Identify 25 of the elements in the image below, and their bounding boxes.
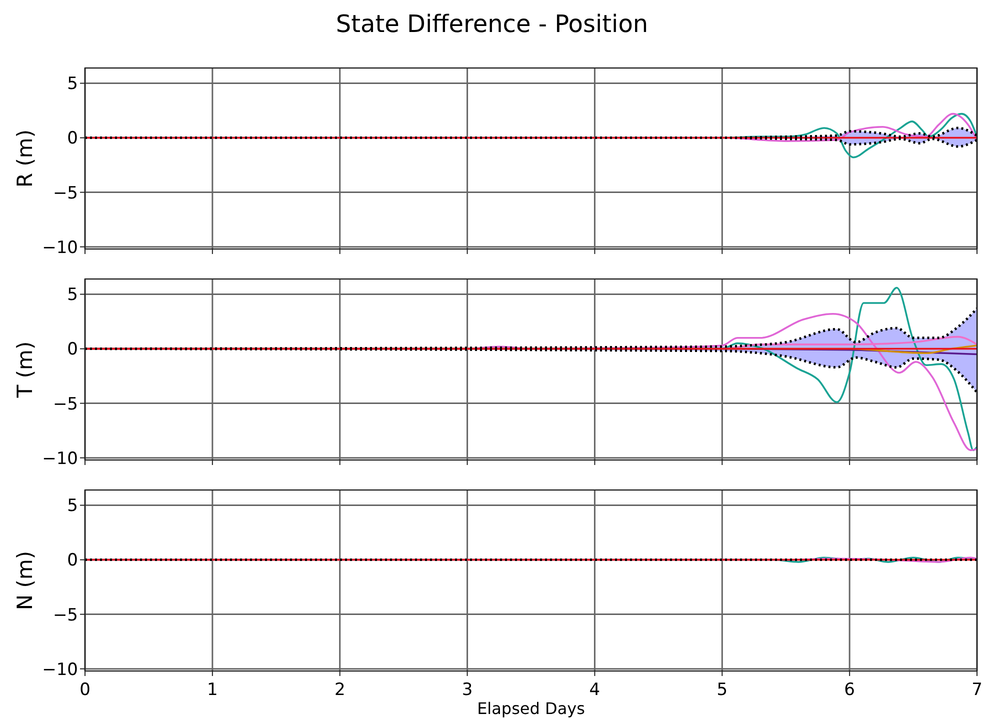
y-axis-title: N (m) [13, 550, 37, 610]
x-tick-label: 2 [334, 680, 346, 700]
x-tick-label: 5 [716, 680, 728, 700]
y-tick-label: −10 [42, 238, 78, 258]
chart-title: State Difference - Position [336, 10, 648, 38]
y-tick-label: −10 [42, 448, 78, 469]
y-tick-label: −5 [52, 394, 78, 414]
y-tick-label: 0 [67, 550, 78, 571]
x-tick-label: 7 [972, 680, 982, 700]
y-tick-label: 0 [67, 340, 78, 360]
x-tick-label: 6 [844, 680, 855, 700]
x-tick-label: 0 [80, 680, 90, 700]
y-tick-label: 5 [67, 74, 78, 94]
y-axis-title: T (m) [13, 341, 37, 399]
x-tick-label: 1 [207, 680, 218, 700]
y-tick-label: −5 [52, 183, 78, 204]
y-tick-label: −10 [42, 660, 78, 680]
y-tick-label: 5 [67, 285, 78, 306]
y-tick-label: 5 [67, 496, 78, 516]
x-axis-title: Elapsed Days [477, 699, 585, 718]
x-tick-label: 3 [462, 680, 473, 700]
x-tick-label: 4 [589, 680, 600, 700]
y-tick-label: 0 [67, 128, 78, 149]
y-axis-title: R (m) [13, 129, 37, 188]
y-tick-label: −5 [52, 605, 78, 626]
